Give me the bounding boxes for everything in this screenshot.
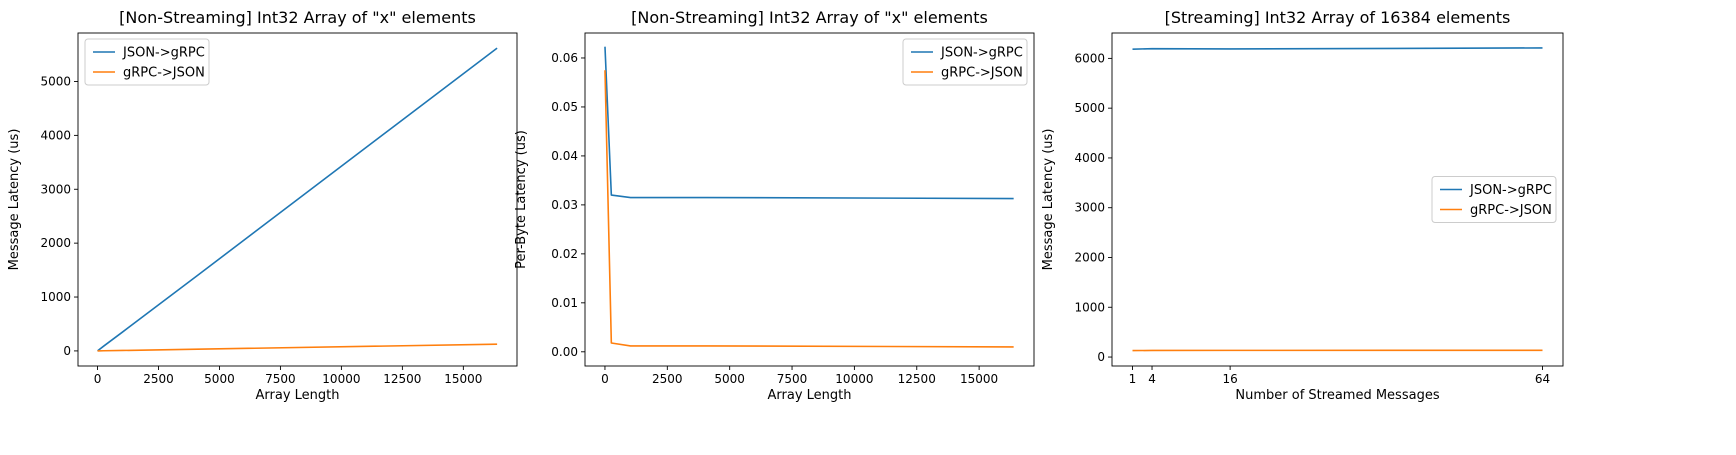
y-tick-label: 0.01 [551,296,578,310]
legend: JSON->gRPC gRPC->JSON [1431,176,1557,223]
x-axis-label: Array Length [256,388,340,403]
x-tick-label: 2500 [652,372,683,386]
legend-label: gRPC->JSON [1470,203,1552,218]
legend-label: JSON->gRPC [940,46,1023,61]
y-tick-label: 2000 [1074,250,1105,264]
y-axis-label: Message Latency (us) [7,129,22,271]
y-tick-label: 4000 [40,128,71,142]
chart-title: [Streaming] Int32 Array of 16384 element… [1165,8,1511,27]
x-tick-label: 4 [1148,372,1156,386]
y-tick-label: 0.03 [551,198,578,212]
y-tick-label: 0 [1097,350,1105,364]
y-tick-label: 0.04 [551,149,578,163]
chart-title: [Non-Streaming] Int32 Array of "x" eleme… [631,8,988,27]
x-tick-label: 0 [601,372,609,386]
legend: JSON->gRPC gRPC->JSON [902,38,1028,86]
y-tick-label: 2000 [40,236,71,250]
x-tick-label: 15000 [960,372,998,386]
y-axis-label: Per-Byte Latency (us) [514,130,529,269]
x-axis-label: Number of Streamed Messages [1235,388,1439,403]
x-tick-label: 15000 [444,372,482,386]
y-axis-label: Message Latency (us) [1041,129,1056,271]
chart-1: [Non-Streaming] Int32 Array of "x" eleme… [7,8,518,403]
x-tick-label: 12500 [898,372,936,386]
y-tick-label: 4000 [1074,151,1105,165]
chart-title: [Non-Streaming] Int32 Array of "x" eleme… [119,8,476,27]
y-tick-label: 0.05 [551,100,578,114]
x-tick-label: 5000 [204,372,235,386]
legend-label: JSON->gRPC [122,46,205,61]
legend: JSON->gRPC gRPC->JSON [84,38,210,86]
legend-label: JSON->gRPC [1469,183,1552,198]
y-tick-label: 3000 [1074,201,1105,215]
chart-3: [Streaming] Int32 Array of 16384 element… [1041,8,1564,403]
y-tick-label: 0.00 [551,345,578,359]
series-line-2 [97,343,498,352]
legend-label: gRPC->JSON [123,66,205,81]
x-tick-label: 10000 [322,372,360,386]
y-tick-label: 0.02 [551,247,578,261]
x-tick-label: 7500 [777,372,808,386]
legend-label: gRPC->JSON [941,66,1023,81]
y-tick-label: 5000 [40,74,71,88]
plot-frame [77,32,518,367]
x-tick-label: 0 [94,372,102,386]
x-tick-label: 12500 [383,372,421,386]
y-tick-label: 1000 [1074,300,1105,314]
y-tick-label: 0 [63,344,71,358]
x-tick-label: 64 [1535,372,1550,386]
y-tick-label: 3000 [40,182,71,196]
legend-box [84,38,210,86]
x-tick-label: 1 [1129,372,1137,386]
plot-frame [584,32,1035,367]
x-tick-label: 16 [1222,372,1237,386]
legend-box [1431,176,1557,223]
series-line-1 [1132,47,1543,50]
y-tick-label: 5000 [1074,101,1105,115]
x-axis-label: Array Length [768,388,852,403]
y-tick-label: 6000 [1074,51,1105,65]
series-line-2 [604,70,1014,348]
y-tick-label: 0.06 [551,51,578,65]
x-tick-label: 5000 [714,372,745,386]
series-line-1 [97,47,498,352]
x-tick-label: 7500 [265,372,296,386]
series-line-1 [604,46,1014,200]
chart-2: [Non-Streaming] Int32 Array of "x" eleme… [514,8,1035,403]
x-tick-label: 2500 [143,372,174,386]
legend-box [902,38,1028,86]
x-tick-label: 10000 [835,372,873,386]
plot-frame [1111,32,1564,367]
y-tick-label: 1000 [40,290,71,304]
